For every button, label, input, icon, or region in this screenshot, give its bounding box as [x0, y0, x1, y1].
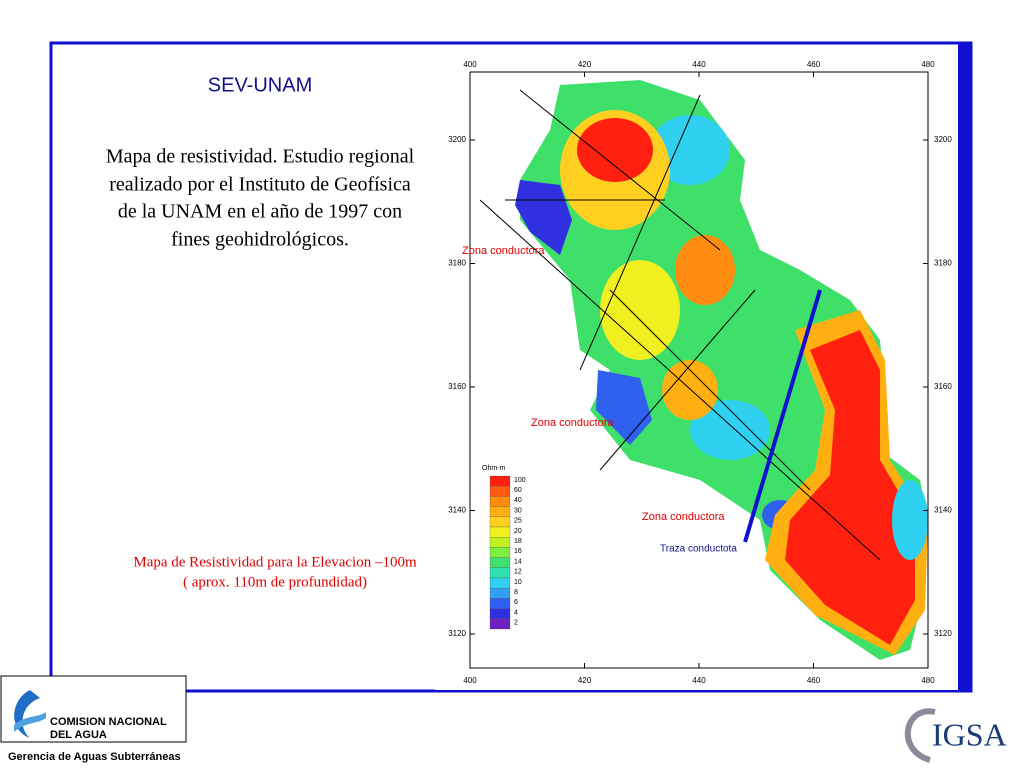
legend-label: 12 — [514, 569, 522, 576]
legend-label: 16 — [514, 548, 522, 555]
legend-swatch — [489, 588, 511, 599]
cna-logo-wave — [14, 712, 46, 732]
x-tick-label: 400 — [463, 676, 477, 685]
x-tick-label: 480 — [921, 676, 935, 685]
igsa-logo-text: IGSA — [932, 716, 1007, 752]
cna-logo-text: COMISION NACIONAL DEL AGUA — [50, 716, 167, 741]
legend-swatch — [489, 516, 511, 528]
legend-label: 18 — [514, 538, 522, 545]
logo-caption: Gerencia de Aguas Subterráneas — [8, 751, 181, 763]
slide-title: SEV-UNAM — [208, 74, 312, 96]
resistivity-map — [479, 80, 928, 660]
x-tick-label: 480 — [921, 60, 935, 69]
legend-label: 40 — [514, 497, 522, 504]
cna-logo-box — [0, 675, 187, 743]
x-tick-label: 440 — [692, 60, 706, 69]
map-zone — [650, 115, 730, 185]
caption-line: Mapa de Resistividad para la Elevacion –… — [133, 554, 417, 570]
map-zone — [785, 330, 915, 645]
map-zone — [600, 260, 680, 360]
legend-swatch — [489, 577, 511, 589]
y-tick-label: 3180 — [934, 259, 952, 268]
legend: Ohm-m 100 60 40 30 25 20 18 16 14 12 10 8 6 4 2 — [482, 465, 526, 630]
caption: Mapa de Resistividad para la Elevacion –… — [133, 554, 417, 590]
y-tick-label: 3120 — [934, 629, 952, 638]
legend-label: 6 — [514, 599, 518, 606]
legend-swatch — [489, 486, 511, 497]
frame-edge — [958, 43, 972, 691]
legend-label: 30 — [514, 507, 522, 514]
legend-swatch — [489, 567, 511, 579]
caption-line: ( aprox. 110m de profundidad) — [183, 574, 367, 590]
legend-swatch — [489, 526, 511, 538]
description-line: fines geohidrológicos. — [171, 229, 349, 251]
legend-label: 8 — [514, 589, 518, 596]
map-zone — [892, 480, 928, 560]
x-tick-label: 460 — [807, 60, 821, 69]
x-tick-label: 400 — [463, 60, 477, 69]
legend-label: 2 — [514, 620, 518, 627]
annotation: Zona conductora — [462, 245, 545, 257]
legend-swatch — [489, 557, 511, 568]
description: Mapa de resistividad. Estudio regional r… — [106, 146, 415, 251]
legend-swatch — [489, 537, 511, 548]
map-zone — [675, 235, 735, 305]
legend-swatch — [489, 506, 511, 517]
legend-label: 14 — [514, 558, 522, 565]
y-tick-label: 3180 — [448, 259, 466, 268]
legend-swatch — [489, 598, 511, 609]
x-tick-label: 440 — [692, 676, 706, 685]
legend-label: 60 — [514, 487, 522, 494]
y-tick-label: 3140 — [934, 506, 952, 515]
legend-title: Ohm-m — [482, 465, 506, 472]
map-zone — [690, 400, 770, 460]
legend-swatch — [489, 608, 511, 619]
legend-swatch — [489, 475, 511, 487]
description-line: de la UNAM en el año de 1997 con — [118, 201, 402, 223]
legend-label: 100 — [514, 477, 526, 484]
legend-label: 10 — [514, 579, 522, 586]
x-tick-label: 420 — [578, 60, 592, 69]
description-line: Mapa de resistividad. Estudio regional — [106, 146, 415, 168]
y-tick-label: 3200 — [934, 135, 952, 144]
map-zone — [577, 118, 653, 182]
profile-lines — [479, 89, 881, 561]
description-line: realizado por el Instituto de Geofísica — [109, 174, 411, 196]
map-zone — [662, 360, 718, 420]
trace-label: Traza conductota — [660, 544, 737, 555]
annotation: Zona conductora — [531, 417, 614, 429]
legend-swatch — [489, 496, 511, 507]
map-zone — [515, 180, 572, 255]
conductive-trace — [743, 289, 822, 543]
y-tick-label: 3120 — [448, 629, 466, 638]
legend-swatch — [489, 618, 511, 630]
legend-label: 20 — [514, 528, 522, 535]
logo-text: COMISION NACIONAL — [50, 716, 167, 728]
x-tick-label: 460 — [807, 676, 821, 685]
y-tick-label: 3200 — [448, 135, 466, 144]
igsa-logo-mark — [904, 708, 936, 763]
logo-text: DEL AGUA — [50, 729, 107, 741]
x-tick-label: 420 — [578, 676, 592, 685]
annotations: Zona conductora Zona conductora Zona con… — [462, 245, 725, 523]
y-tick-label: 3140 — [448, 506, 466, 515]
annotation: Zona conductora — [642, 511, 725, 523]
legend-label: 4 — [514, 609, 518, 616]
y-tick-label: 3160 — [934, 382, 952, 391]
legend-swatch — [489, 547, 511, 558]
legend-label: 25 — [514, 518, 522, 525]
y-tick-label: 3160 — [448, 382, 466, 391]
